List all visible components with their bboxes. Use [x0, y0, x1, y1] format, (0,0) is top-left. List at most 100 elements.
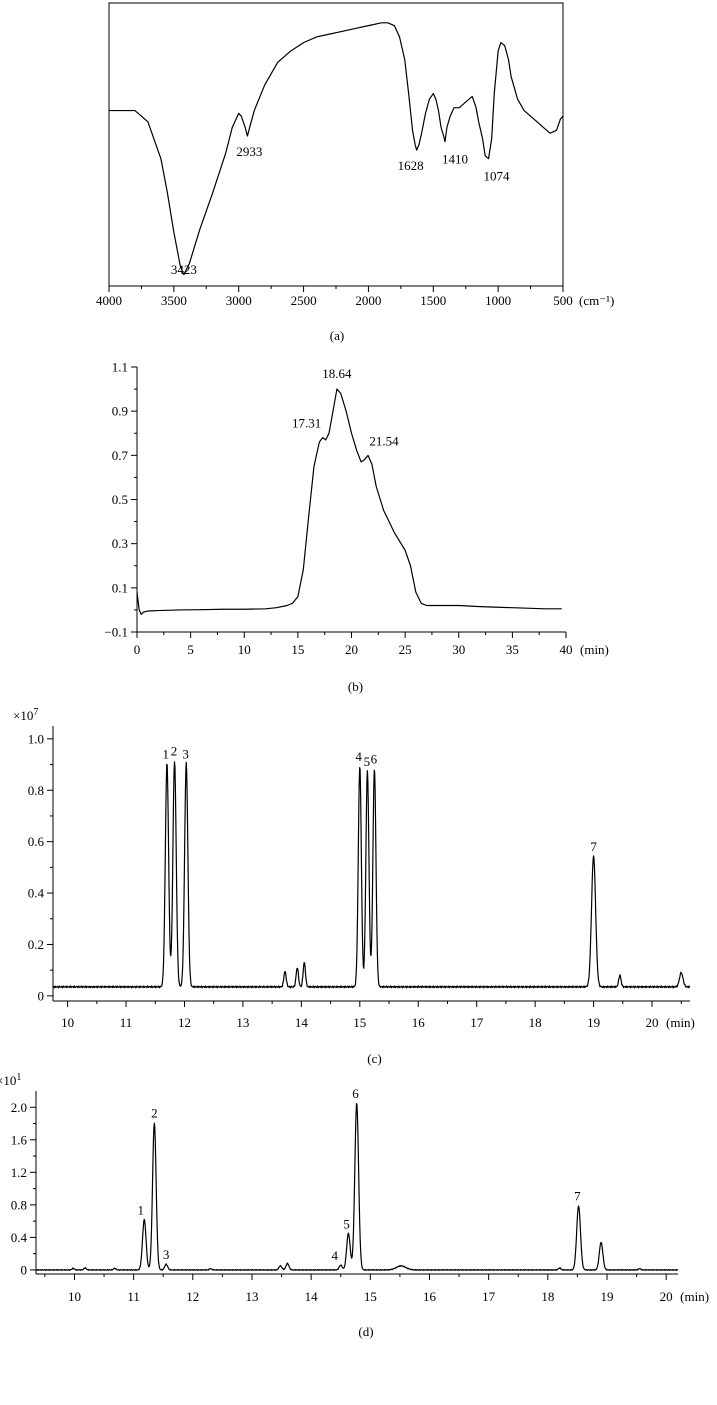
peak-label: 18.64 — [322, 366, 352, 381]
peak-label: 3 — [182, 746, 189, 761]
x-tick-label: 2500 — [291, 293, 317, 308]
y-tick-label: 0.7 — [112, 448, 129, 463]
chart-panel-a: 4000 3500 3000 2500 2000 1500 1000 500 (cm⁻¹) 342… — [96, 2, 614, 343]
y-tick-label: 0.4 — [28, 886, 45, 901]
panel-label: (d) — [358, 1324, 373, 1339]
x-tick-label: 25 — [399, 642, 412, 657]
y-multiplier-label: ×101 — [0, 1072, 21, 1088]
data-trace — [35, 1102, 679, 1272]
peak-label: 5 — [343, 1216, 350, 1231]
x-tick-label: 12 — [186, 1289, 199, 1304]
y-tick-label: 0.2 — [28, 937, 44, 952]
x-tick-label: 3500 — [161, 293, 187, 308]
x-tick-label: 13 — [236, 1015, 249, 1030]
x-unit-label: (min) — [680, 1289, 709, 1304]
y-multiplier-label: ×107 — [13, 707, 38, 723]
x-tick-label: 10 — [61, 1015, 74, 1030]
x-tick-label: 1000 — [485, 293, 511, 308]
x-tick-label: 13 — [245, 1289, 258, 1304]
peak-label: 4 — [332, 1248, 339, 1263]
plot-frame — [108, 2, 564, 287]
x-unit-label: (cm⁻¹) — [579, 293, 614, 308]
data-trace — [52, 761, 691, 989]
peak-label: 1410 — [442, 152, 468, 167]
x-tick-label: 40 — [560, 642, 573, 657]
y-tick-label: 0.8 — [11, 1197, 27, 1212]
peak-label: 1 — [137, 1203, 144, 1218]
y-tick-label: 2.0 — [11, 1100, 27, 1115]
peak-label: 3 — [163, 1247, 170, 1262]
x-tick-label: 11 — [127, 1289, 140, 1304]
x-tick-label: 19 — [600, 1289, 613, 1304]
x-unit-label: (min) — [580, 642, 609, 657]
x-tick-label: 10 — [238, 642, 251, 657]
peak-label: 1628 — [398, 158, 424, 173]
x-tick-label: 17 — [470, 1015, 484, 1030]
y-multiplier-exponent: 1 — [16, 1072, 21, 1083]
y-multiplier-exponent: 7 — [33, 707, 38, 718]
y-tick-label: 0.5 — [112, 492, 128, 507]
data-trace — [109, 22, 564, 276]
x-tick-label: 1500 — [420, 293, 446, 308]
x-tick-label: 16 — [423, 1289, 437, 1304]
x-unit-label: (min) — [666, 1015, 695, 1030]
data-trace — [136, 388, 562, 615]
chart-panel-d: 10 11 12 13 14 15 16 17 18 19 20 (min)00.40.81.21.6… — [0, 1072, 709, 1339]
x-tick-label: 15 — [364, 1289, 377, 1304]
y-tick-label: 0.1 — [112, 580, 128, 595]
panel-label: (b) — [348, 679, 363, 694]
x-tick-label: 18 — [529, 1015, 542, 1030]
y-tick-label: 0 — [38, 988, 45, 1003]
peak-label: 2 — [171, 744, 178, 759]
y-tick-label: 1.1 — [112, 360, 128, 375]
y-tick-label: 1.2 — [11, 1165, 27, 1180]
x-tick-label: 15 — [291, 642, 304, 657]
peak-label: 1 — [163, 746, 170, 761]
y-tick-label: 0.9 — [112, 404, 128, 419]
peak-label: 5 — [364, 754, 371, 769]
x-tick-label: 30 — [452, 642, 465, 657]
x-tick-label: 19 — [587, 1015, 600, 1030]
x-tick-label: 35 — [506, 642, 519, 657]
y-tick-label: 1.6 — [11, 1132, 28, 1147]
x-tick-label: 5 — [187, 642, 194, 657]
x-tick-label: 20 — [646, 1015, 659, 1030]
peak-label: 6 — [371, 751, 378, 766]
x-tick-label: 18 — [541, 1289, 554, 1304]
x-tick-label: 3000 — [226, 293, 252, 308]
x-tick-label: 20 — [345, 642, 358, 657]
peak-label: 7 — [574, 1189, 581, 1204]
x-tick-label: 2000 — [355, 293, 381, 308]
panel-label: (c) — [367, 1051, 381, 1066]
peak-label: 7 — [590, 839, 597, 854]
x-tick-label: 16 — [412, 1015, 426, 1030]
y-multiplier-base: ×10 — [0, 1073, 16, 1088]
chart-panel-b: 0 5 10 15 20 25 30 35 40 (min) −0.1 0.1 0.3 0.5 0.7 0.9… — [104, 360, 608, 695]
x-tick-label: 17 — [482, 1289, 496, 1304]
y-tick-label: 0.3 — [112, 536, 128, 551]
x-tick-label: 10 — [68, 1289, 81, 1304]
y-multiplier-base: ×10 — [13, 708, 33, 723]
x-tick-label: 11 — [120, 1015, 133, 1030]
y-tick-label: 0.8 — [28, 783, 44, 798]
x-tick-label: 12 — [178, 1015, 191, 1030]
y-tick-label: 0.6 — [28, 834, 45, 849]
x-tick-label: 15 — [353, 1015, 366, 1030]
x-tick-label: 0 — [134, 642, 141, 657]
chart-panel-c: 10 11 12 13 14 15 16 17 18 19 20 (min)00.20.40.60.8… — [13, 707, 695, 1066]
peak-label: 3423 — [171, 262, 197, 277]
peak-label: 6 — [352, 1086, 359, 1101]
x-tick-label: 14 — [305, 1289, 319, 1304]
peak-label: 17.31 — [292, 416, 321, 431]
y-tick-label: 1.0 — [28, 731, 44, 746]
peak-label: 21.54 — [369, 433, 399, 448]
y-tick-label: 0 — [21, 1262, 28, 1277]
peak-label: 2933 — [236, 144, 262, 159]
x-tick-label: 14 — [295, 1015, 309, 1030]
peak-label: 1074 — [484, 169, 511, 184]
x-tick-label: 20 — [660, 1289, 673, 1304]
panel-label: (a) — [330, 328, 344, 343]
y-tick-label: −0.1 — [104, 625, 128, 640]
peak-label: 2 — [151, 1106, 158, 1121]
